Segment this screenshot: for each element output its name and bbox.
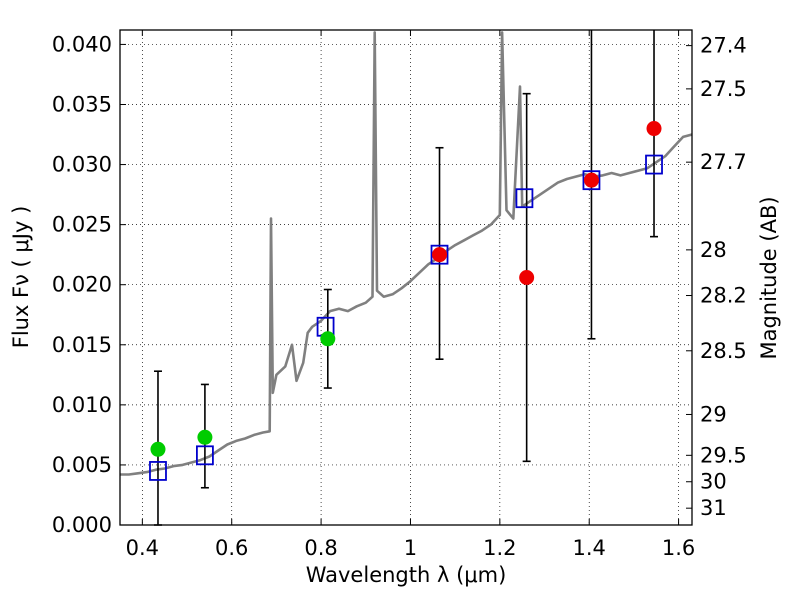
errorbar-layer (153, 30, 659, 526)
mag-tick-label-5: 28.5 (700, 339, 747, 363)
spectrum-layer (120, 31, 692, 476)
mag-tick-label-9: 31 (700, 496, 727, 520)
y-tick-label-4: 0.020 (52, 273, 112, 297)
mag-tick-label-1: 27.5 (700, 77, 747, 101)
y-tick-label-2: 0.010 (52, 393, 112, 417)
mag-tick-label-4: 28.2 (700, 284, 747, 308)
x-tick-label-1: 0.6 (215, 536, 248, 560)
nir-point-0 (432, 247, 448, 263)
mag-tick-label-0: 27.4 (700, 34, 747, 58)
y-axis-ticks: 0.000 0.005 0.010 0.015 0.020 0.025 0.030 0.035… (52, 32, 126, 537)
optical-point-2 (320, 331, 336, 347)
y-tick-label-3: 0.015 (52, 333, 112, 357)
mag-tick-label-7: 29.5 (700, 443, 747, 467)
model-square-4 (515, 188, 534, 209)
model-square-0 (149, 461, 167, 481)
x-tick-label-0: 0.4 (126, 536, 159, 560)
x-tick-label-3: 1 (404, 536, 417, 560)
model-square-1 (196, 445, 214, 466)
x-tick-label-6: 1.6 (662, 536, 695, 560)
model-square-layer (149, 154, 663, 481)
nir-point-2 (583, 172, 599, 188)
plot-frame (119, 29, 693, 526)
y-tick-label-6: 0.030 (52, 153, 112, 177)
mag-tick-label-3: 28 (700, 238, 727, 262)
model-square-5 (582, 170, 601, 191)
model-square-3 (430, 244, 449, 265)
y-tick-label-8: 0.040 (52, 32, 112, 56)
y-axis-right-label: Magnitude (AB) (757, 196, 781, 359)
x-axis-ticks: 0.4 0.6 0.8 1 1.2 1.4 1.6 (126, 30, 695, 560)
x-axis-label: Wavelength λ (μm) (306, 563, 507, 587)
optical-point-1 (197, 429, 213, 445)
y-tick-label-1: 0.005 (52, 453, 112, 477)
model-square-6 (645, 154, 663, 175)
observed-point-layer (150, 121, 662, 457)
mag-tick-label-8: 30 (700, 470, 727, 494)
y-tick-label-7: 0.035 (52, 92, 112, 116)
mag-tick-label-2: 27.7 (700, 150, 747, 174)
y-tick-label-5: 0.025 (52, 213, 112, 237)
nir-point-3 (646, 121, 662, 137)
mag-tick-label-6: 29 (700, 402, 727, 426)
optical-point-0 (150, 441, 166, 457)
x-tick-label-5: 1.4 (573, 536, 606, 560)
y-axis-label: Flux Fν ( μJy ) (9, 206, 33, 349)
nir-point-1 (519, 270, 535, 285)
x-tick-label-2: 0.8 (304, 536, 337, 560)
grid-lines (120, 30, 692, 526)
y-tick-label-0: 0.000 (52, 513, 112, 537)
model-spectrum-line (120, 31, 692, 476)
x-tick-label-4: 1.2 (483, 536, 516, 560)
